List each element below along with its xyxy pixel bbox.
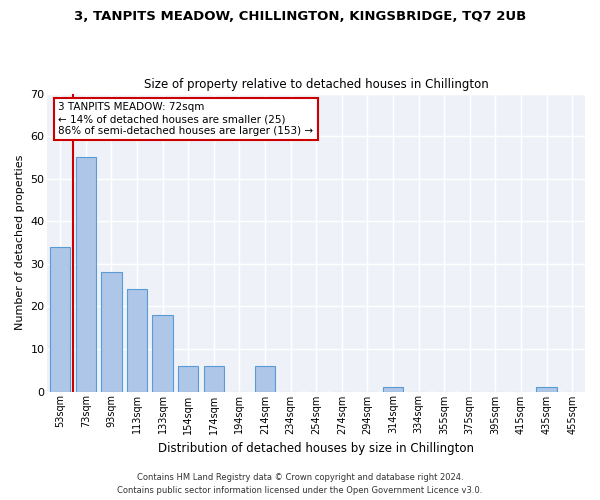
Bar bbox=[127, 290, 147, 392]
X-axis label: Distribution of detached houses by size in Chillington: Distribution of detached houses by size … bbox=[158, 442, 474, 455]
Bar bbox=[255, 366, 275, 392]
Bar bbox=[178, 366, 199, 392]
Y-axis label: Number of detached properties: Number of detached properties bbox=[15, 155, 25, 330]
Bar bbox=[50, 247, 70, 392]
Bar bbox=[76, 158, 96, 392]
Bar bbox=[152, 315, 173, 392]
Bar bbox=[203, 366, 224, 392]
Bar bbox=[101, 272, 122, 392]
Text: 3, TANPITS MEADOW, CHILLINGTON, KINGSBRIDGE, TQ7 2UB: 3, TANPITS MEADOW, CHILLINGTON, KINGSBRI… bbox=[74, 10, 526, 23]
Text: Contains HM Land Registry data © Crown copyright and database right 2024.
Contai: Contains HM Land Registry data © Crown c… bbox=[118, 474, 482, 495]
Bar bbox=[536, 388, 557, 392]
Text: 3 TANPITS MEADOW: 72sqm
← 14% of detached houses are smaller (25)
86% of semi-de: 3 TANPITS MEADOW: 72sqm ← 14% of detache… bbox=[58, 102, 313, 136]
Bar bbox=[383, 388, 403, 392]
Title: Size of property relative to detached houses in Chillington: Size of property relative to detached ho… bbox=[144, 78, 488, 91]
